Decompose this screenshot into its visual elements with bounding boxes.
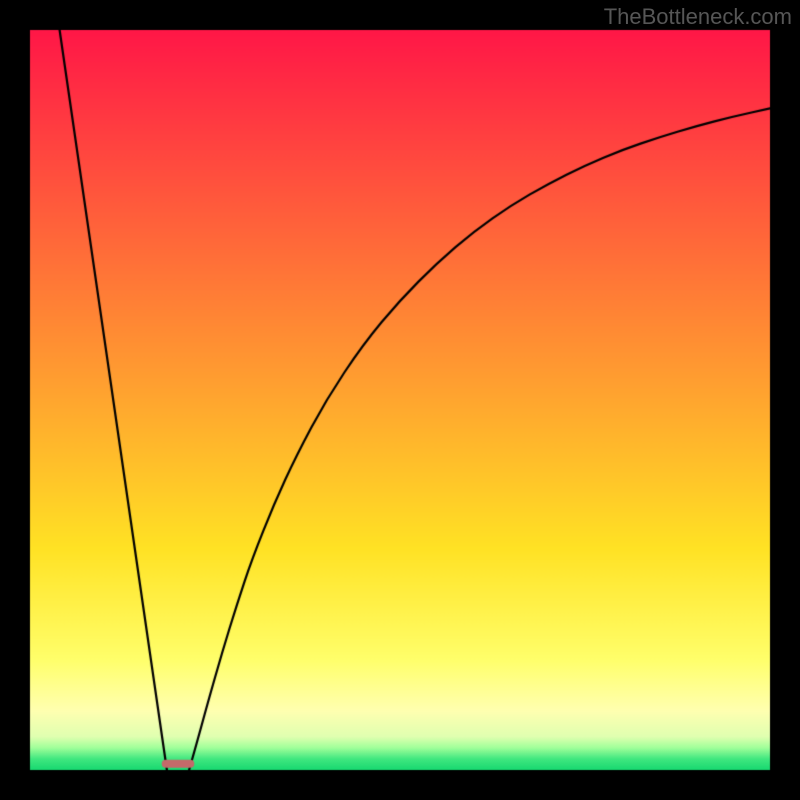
attribution-label: TheBottleneck.com — [604, 4, 792, 30]
chart-container: TheBottleneck.com — [0, 0, 800, 800]
bottleneck-chart-canvas — [0, 0, 800, 800]
